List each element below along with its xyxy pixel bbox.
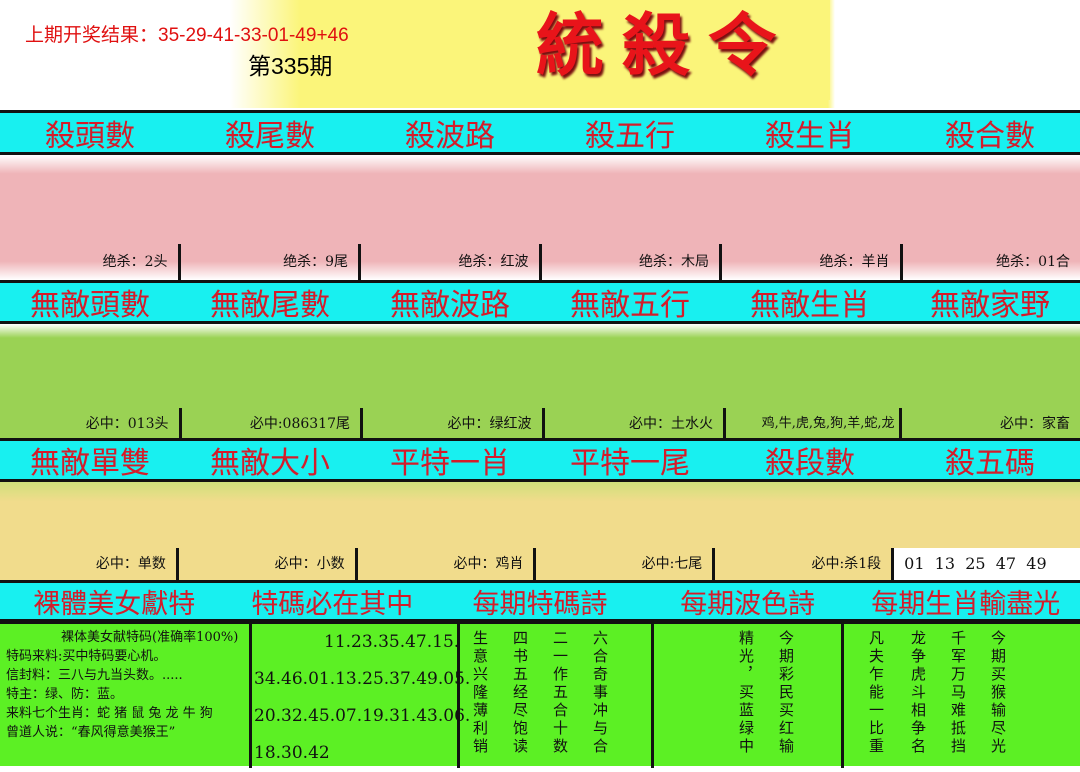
cell: 必中：土水火 [545, 408, 727, 440]
poem-column: 二一作五合十数 [552, 630, 567, 756]
band-heading: 殺尾數 [180, 111, 360, 155]
band-heading: 無敵波路 [360, 280, 540, 324]
number-line: 20.32.45.07.19.31.43.06. [254, 698, 457, 735]
band-poems: 裸體美女獻特特碼必在其中每期特碼詩每期波色詩每期生肖輸盡光 [0, 580, 1080, 622]
band-heading: 無敵大小 [180, 438, 360, 482]
cell: 必中：家畜 [902, 408, 1080, 440]
band-heading: 裸體美女獻特 [0, 582, 228, 621]
band-heading: 無敵單雙 [0, 438, 180, 482]
band-heading: 無敵五行 [540, 280, 720, 324]
info-column: 裸体美女献特码(准确率100%) 特码来料:买中特码要心机。 信封料：三八与九当… [0, 624, 252, 768]
poem-column: 凡夫乍能一比重 [868, 630, 883, 756]
poem-column: 四书五经尽饱读 [512, 630, 527, 756]
poem-column: 今期买猴输尽光 [990, 630, 1005, 756]
band-heading: 殺五碼 [900, 438, 1080, 482]
poem-column: 龙争虎斗相争名 [910, 630, 925, 756]
cell: 绝杀：01合 [903, 244, 1080, 280]
cell: 必中:七尾 [536, 548, 715, 580]
band-heading: 平特一尾 [540, 438, 720, 482]
info-line: 曾道人说：“春风得意美猴王” [6, 723, 249, 742]
cell: 必中：绿红波 [363, 408, 545, 440]
info-line: 裸体美女献特码(准确率100%) [6, 628, 249, 647]
kill-area: 绝杀：2头绝杀：9尾绝杀：红波绝杀：木局绝杀：羊肖绝杀：01合 [0, 155, 1080, 280]
previous-result: 上期开奖结果：35-29-41-33-01-49+46 [25, 20, 349, 47]
poem-color-column: 精光，买蓝绿中 今期彩民买红输 [654, 624, 844, 768]
poem-special-column: 生意兴隆薄利销 四书五经尽饱读 二一作五合十数 六合奇事冲与合 [460, 624, 654, 768]
band-heading: 殺波路 [360, 111, 540, 155]
cell: 必中：单数 [0, 548, 179, 580]
band-heading: 平特一肖 [360, 438, 540, 482]
cell: 绝杀：木局 [542, 244, 723, 280]
band-heading: 殺段數 [720, 438, 900, 482]
info-line: 特码来料:买中特码要心机。 [6, 647, 249, 666]
info-line: 信封料：三八与九当头数。..... [6, 666, 249, 685]
band-heading: 無敵家野 [900, 280, 1080, 324]
cell: 必中：小数 [179, 548, 358, 580]
cell: 绝杀：羊肖 [722, 244, 903, 280]
band-heading: 無敵生肖 [720, 280, 900, 324]
poem-zodiac-column: 凡夫乍能一比重 龙争虎斗相争名 千军万马难抵挡 今期买猴输尽光 [844, 624, 1080, 768]
poem-column: 千军万马难抵挡 [950, 630, 965, 756]
cell: 必中:086317尾 [182, 408, 364, 440]
band-heading: 每期特碼詩 [436, 582, 644, 621]
numbers-column: 11.23.35.47.15. 34.46.01.13.25.37.49.05.… [252, 624, 460, 768]
number-line: 34.46.01.13.25.37.49.05. [254, 661, 457, 698]
poem-column: 今期彩民买红输 [778, 630, 793, 756]
info-line: 特主：绿、防：蓝。 [6, 685, 249, 704]
band-heading: 無敵尾數 [180, 280, 360, 324]
poem-column: 精光，买蓝绿中 [738, 630, 753, 756]
number-line: 11.23.35.47.15. [254, 624, 457, 661]
issue-number: 第335期 [248, 47, 332, 81]
band-invincible: 無敵頭數無敵尾數無敵波路無敵五行無敵生肖無敵家野 [0, 280, 1080, 324]
band-heading: 殺生肖 [720, 111, 900, 155]
cell: 必中:杀1段 [715, 548, 894, 580]
band-heading: 殺頭數 [0, 111, 180, 155]
poem-column: 六合奇事冲与合 [592, 630, 607, 756]
band-heading: 無敵頭數 [0, 280, 180, 324]
cell: 鸡,牛,虎,兔,狗,羊,蛇,龙 [726, 408, 902, 440]
band-heading: 每期波色詩 [644, 582, 852, 621]
logo: 統殺令 [500, 0, 830, 100]
band-heading: 殺合數 [900, 111, 1080, 155]
cell: 必中：鸡肖 [358, 548, 537, 580]
poem-column: 生意兴隆薄利销 [472, 630, 487, 756]
cell: 绝杀：9尾 [181, 244, 362, 280]
number-line: 18.30.42 [254, 735, 457, 772]
band-special: 無敵單雙無敵大小平特一肖平特一尾殺段數殺五碼 [0, 438, 1080, 482]
bottom-panel: 裸体美女献特码(准确率100%) 特码来料:买中特码要心机。 信封料：三八与九当… [0, 622, 1080, 766]
cell: 绝杀：红波 [361, 244, 542, 280]
band-heading: 特碼必在其中 [228, 582, 436, 621]
band-kill: 殺頭數殺尾數殺波路殺五行殺生肖殺合數 [0, 110, 1080, 155]
cell: 01 13 25 47 49 [894, 548, 1080, 580]
cell: 必中：013头 [0, 408, 182, 440]
invincible-area: 必中：013头必中:086317尾必中：绿红波必中：土水火鸡,牛,虎,兔,狗,羊… [0, 324, 1080, 440]
band-heading: 殺五行 [540, 111, 720, 155]
cell: 绝杀：2头 [0, 244, 181, 280]
info-line: 来料七个生肖：蛇 猪 鼠 兔 龙 牛 狗 [6, 704, 249, 723]
band-heading: 每期生肖輸盡光 [852, 582, 1080, 621]
